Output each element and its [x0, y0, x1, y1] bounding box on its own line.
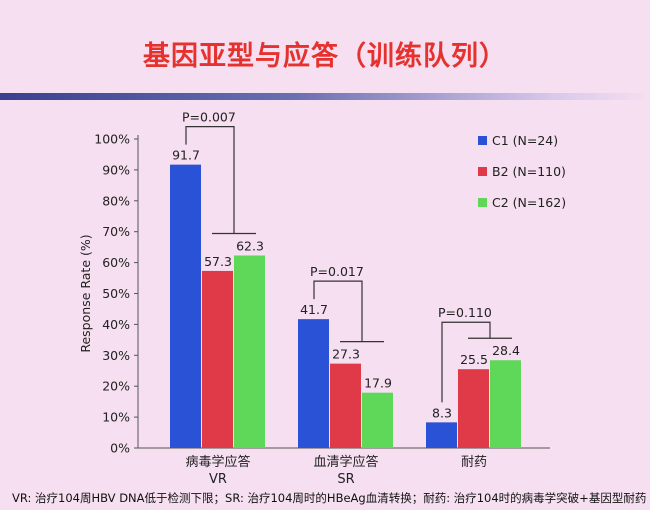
y-axis-title: Response Rate (%) — [78, 234, 93, 352]
bar-value-label: 25.5 — [460, 352, 488, 367]
legend-swatch — [478, 198, 487, 207]
bar — [426, 422, 457, 448]
bar — [170, 164, 201, 448]
y-tick-label: 90% — [102, 162, 130, 177]
y-tick-label: 10% — [102, 410, 130, 425]
y-tick-label: 30% — [102, 348, 130, 363]
category-sublabel: VR — [209, 472, 227, 485]
p-value-label: P=0.110 — [438, 305, 492, 320]
y-tick-label: 60% — [102, 255, 130, 270]
y-tick-label: 50% — [102, 286, 130, 301]
significance-bracket — [185, 126, 235, 234]
bar-value-label: 28.4 — [492, 343, 520, 358]
bar — [202, 270, 233, 448]
y-tick-label: 100% — [94, 132, 130, 147]
p-value-label: P=0.007 — [182, 110, 236, 125]
bar-value-label: 17.9 — [364, 376, 392, 391]
slide-title: 基因亚型与应答（训练队列） — [143, 41, 507, 72]
bar-value-label: 8.3 — [432, 405, 452, 420]
category-sublabel: SR — [337, 472, 354, 485]
y-tick-label: 40% — [102, 317, 130, 332]
bar — [330, 363, 361, 448]
footnote: VR: 治疗104周HBV DNA低于检测下限；SR: 治疗104周时的HBeA… — [12, 491, 647, 505]
category-label: 血清学应答 — [313, 454, 378, 470]
category-label: 病毒学应答 — [185, 454, 250, 470]
legend-swatch — [478, 167, 487, 176]
bar — [362, 392, 393, 448]
y-tick-label: 20% — [102, 379, 130, 394]
legend-label: C1 (N=24) — [492, 133, 558, 148]
category-label: 耐药 — [461, 455, 487, 470]
bar — [234, 255, 265, 448]
p-value-label: P=0.017 — [310, 264, 364, 279]
bar-value-label: 27.3 — [332, 347, 360, 362]
bar-value-label: 57.3 — [204, 254, 232, 269]
legend-swatch — [478, 136, 487, 145]
title-divider — [0, 93, 650, 100]
bar — [490, 360, 521, 448]
significance-bracket — [313, 280, 363, 342]
legend-label: B2 (N=110) — [492, 164, 566, 179]
legend-label: C2 (N=162) — [492, 195, 566, 210]
bar-value-label: 91.7 — [172, 148, 200, 163]
y-tick-label: 70% — [102, 224, 130, 239]
bar — [458, 369, 489, 448]
bar-value-label: 62.3 — [236, 238, 264, 253]
significance-bracket — [441, 321, 491, 403]
bar — [298, 319, 329, 448]
y-tick-label: 80% — [102, 193, 130, 208]
response-rate-bar-chart: 0% 10% 20% 30% 40% 50% 60% 70% 80% 90% 100% Respons… — [78, 110, 566, 485]
bar-value-label: 41.7 — [300, 302, 328, 317]
y-tick-label: 0% — [110, 441, 130, 456]
